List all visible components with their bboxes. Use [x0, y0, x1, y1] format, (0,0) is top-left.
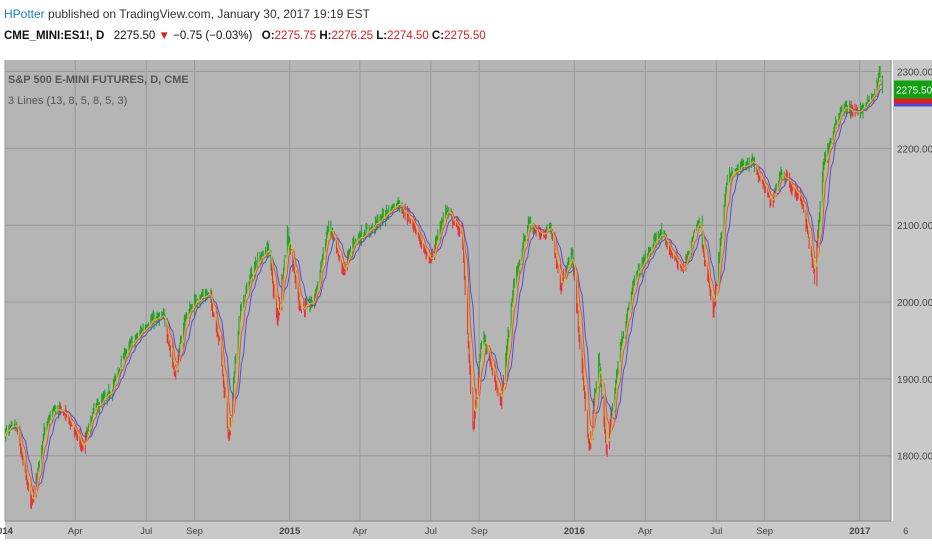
x-tick-label: Apr: [352, 526, 367, 537]
x-tick-label: Sep: [471, 526, 488, 537]
chart-title: S&P 500 E-MINI FUTURES, D, CME: [8, 74, 189, 86]
x-tick-label: Apr: [68, 526, 83, 537]
y-tick-label: 2100.00: [897, 221, 932, 232]
x-tick-label: 014: [0, 526, 14, 537]
price-change: −0.75 (−0.03%): [173, 30, 253, 42]
last-price-label: 2275.50: [896, 85, 932, 96]
published-text: published on TradingView.com, January 30…: [44, 7, 371, 21]
ma-line-fast: [4, 77, 883, 500]
x-tick-label: 2015: [279, 526, 301, 537]
x-tick-label: 2016: [564, 526, 585, 537]
time-axis: [5, 521, 893, 539]
y-tick-label: 2200.00: [897, 144, 932, 155]
chart-header: HPotter published on TradingView.com, Ja…: [0, 0, 932, 50]
last-price-badge: [894, 80, 932, 99]
x-tick-label: 6: [903, 526, 908, 537]
open-value: 2275.75: [274, 30, 317, 42]
x-tick-label: Jul: [710, 526, 722, 537]
open-label: O:: [261, 30, 275, 42]
price-chart[interactable]: 1800.00 1900.00 2000.00 2100.00 2200.00 2300.…: [0, 50, 932, 550]
low-label: L:: [376, 30, 388, 42]
chart-area[interactable]: 1800.00 1900.00 2000.00 2100.00 2200.00 2300.…: [0, 50, 932, 550]
high-value: 2276.25: [331, 30, 374, 42]
y-tick-label: 2300.00: [897, 68, 932, 79]
last-price: 2275.50: [113, 30, 156, 42]
quote-line: CME_MINI:ES1!, D 2275.50 ▼ −0.75 (−0.03%…: [4, 30, 486, 42]
x-tick-label: Apr: [638, 526, 653, 537]
publication-info: HPotter published on TradingView.com, Ja…: [4, 7, 370, 21]
x-tick-label: Jul: [425, 526, 437, 537]
y-tick-label: 1900.00: [897, 375, 932, 386]
author-link[interactable]: HPotter: [4, 7, 45, 21]
ma-badge-blue: [894, 103, 932, 107]
down-arrow-icon: ▼: [158, 30, 170, 42]
ma-line-mid: [4, 83, 883, 495]
plot-background: [5, 60, 891, 521]
y-tick-label: 1800.00: [897, 452, 932, 463]
ma-badge-red: [894, 98, 932, 104]
symbol-label: CME_MINI:ES1!, D: [4, 30, 105, 42]
high-label: H:: [319, 30, 332, 42]
x-tick-label: Jul: [140, 526, 152, 537]
x-tick-label: Sep: [756, 526, 773, 537]
close-value: 2275.50: [444, 30, 486, 42]
indicator-label[interactable]: 3 Lines (13, 8, 5, 8, 5, 3): [8, 95, 128, 107]
x-tick-label: Sep: [186, 526, 203, 537]
price-axis: [893, 60, 932, 539]
low-value: 2274.50: [387, 30, 429, 42]
close-label: C:: [431, 30, 445, 42]
y-tick-label: 2000.00: [897, 298, 932, 309]
ma-line-slow: [4, 88, 883, 487]
x-tick-label: 2017: [849, 526, 870, 537]
